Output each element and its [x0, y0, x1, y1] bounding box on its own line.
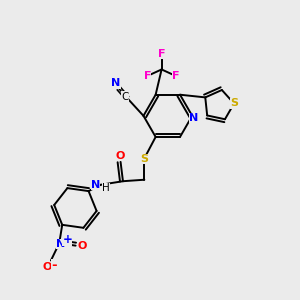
- Text: N: N: [189, 113, 198, 123]
- Text: S: S: [230, 98, 238, 109]
- Text: F: F: [144, 71, 151, 81]
- Text: O: O: [43, 262, 52, 272]
- Text: F: F: [158, 49, 165, 59]
- Text: O: O: [77, 241, 87, 250]
- Text: O: O: [115, 151, 125, 161]
- Text: -: -: [51, 259, 57, 272]
- Text: C: C: [121, 92, 128, 101]
- Text: N: N: [91, 180, 100, 190]
- Text: N: N: [56, 239, 65, 249]
- Text: N: N: [111, 78, 120, 88]
- Text: F: F: [172, 71, 180, 81]
- Text: H: H: [102, 183, 110, 193]
- Text: S: S: [140, 154, 148, 164]
- Text: +: +: [62, 233, 72, 246]
